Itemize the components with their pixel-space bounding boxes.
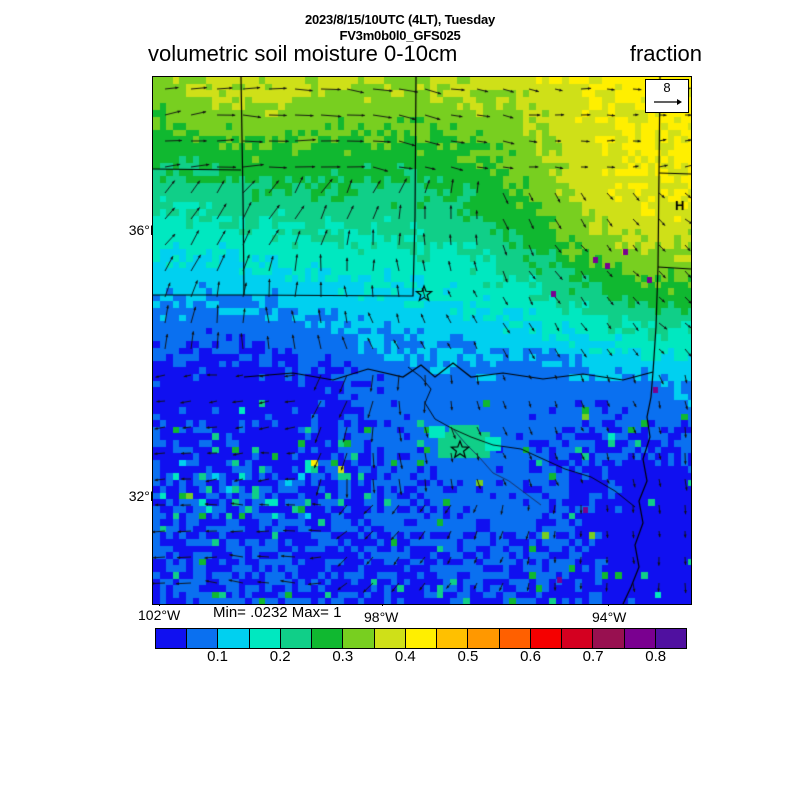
colorbar-tick-0.4: 0.4 (394, 648, 416, 665)
soil-moisture-map[interactable]: 8 (152, 76, 692, 605)
colorbar-tick-0.2: 0.2 (269, 648, 291, 665)
page-title: volumetric soil moisture 0-10cm (148, 41, 458, 66)
colorbar-segment-12 (530, 629, 563, 648)
reference-vector-box: 8 (645, 79, 689, 113)
colorbar-tick-0.5: 0.5 (457, 648, 479, 665)
colorbar-segment-7 (374, 629, 406, 648)
title-date-line: 2023/8/15/10UTC (4LT), Tuesday (304, 12, 496, 27)
colorbar-segment-14 (593, 629, 625, 648)
colorbar-tick-0.3: 0.3 (332, 648, 354, 665)
colorbar-segment-5 (312, 629, 344, 648)
colorbar-segment-11 (499, 629, 531, 648)
colorbar-segment-16 (655, 629, 686, 648)
colorbar-segment-8 (405, 629, 438, 648)
units-label: fraction (629, 41, 702, 66)
colorbar-tick-0.6: 0.6 (520, 648, 541, 665)
colorbar-segment-6 (343, 629, 375, 648)
colorbar-segment-9 (437, 629, 469, 648)
colorbar-segment-1 (187, 629, 219, 648)
lon-tick-label-102w: 102°W (138, 607, 181, 623)
reference-vector-magnitude: 8 (663, 80, 671, 95)
right-arrow-icon (654, 99, 682, 105)
colorbar-tick-0.7: 0.7 (582, 648, 604, 665)
colorbar-segment-3 (249, 629, 281, 648)
colorbar-tick-0.8: 0.8 (645, 648, 667, 665)
colorbar-tick-labels: 0.1 0.2 0.3 0.4 0.5 0.6 0.7 0.8 (155, 648, 687, 668)
lon-tick-label-94w: 94°W (592, 609, 627, 625)
title-model-line: FV3m0b0l0_GFS025 (339, 28, 461, 43)
soil-moisture-raster (153, 77, 691, 604)
colorbar-tick-0.1: 0.1 (207, 648, 229, 665)
colorbar[interactable] (155, 628, 687, 649)
colorbar-segment-4 (280, 629, 313, 648)
min-max-stats: Min= .0232 Max= 1 (213, 604, 342, 621)
lat-tick-label-36n: 36°N (128, 222, 160, 238)
colorbar-segment-0 (156, 629, 188, 648)
lon-tick-label-98w: 98°W (364, 609, 399, 625)
colorbar-segment-2 (218, 629, 250, 648)
colorbar-segment-13 (562, 629, 594, 648)
colorbar-segment-15 (624, 629, 656, 648)
lat-tick-label-32n: 32°N (128, 488, 160, 504)
colorbar-segment-10 (468, 629, 500, 648)
